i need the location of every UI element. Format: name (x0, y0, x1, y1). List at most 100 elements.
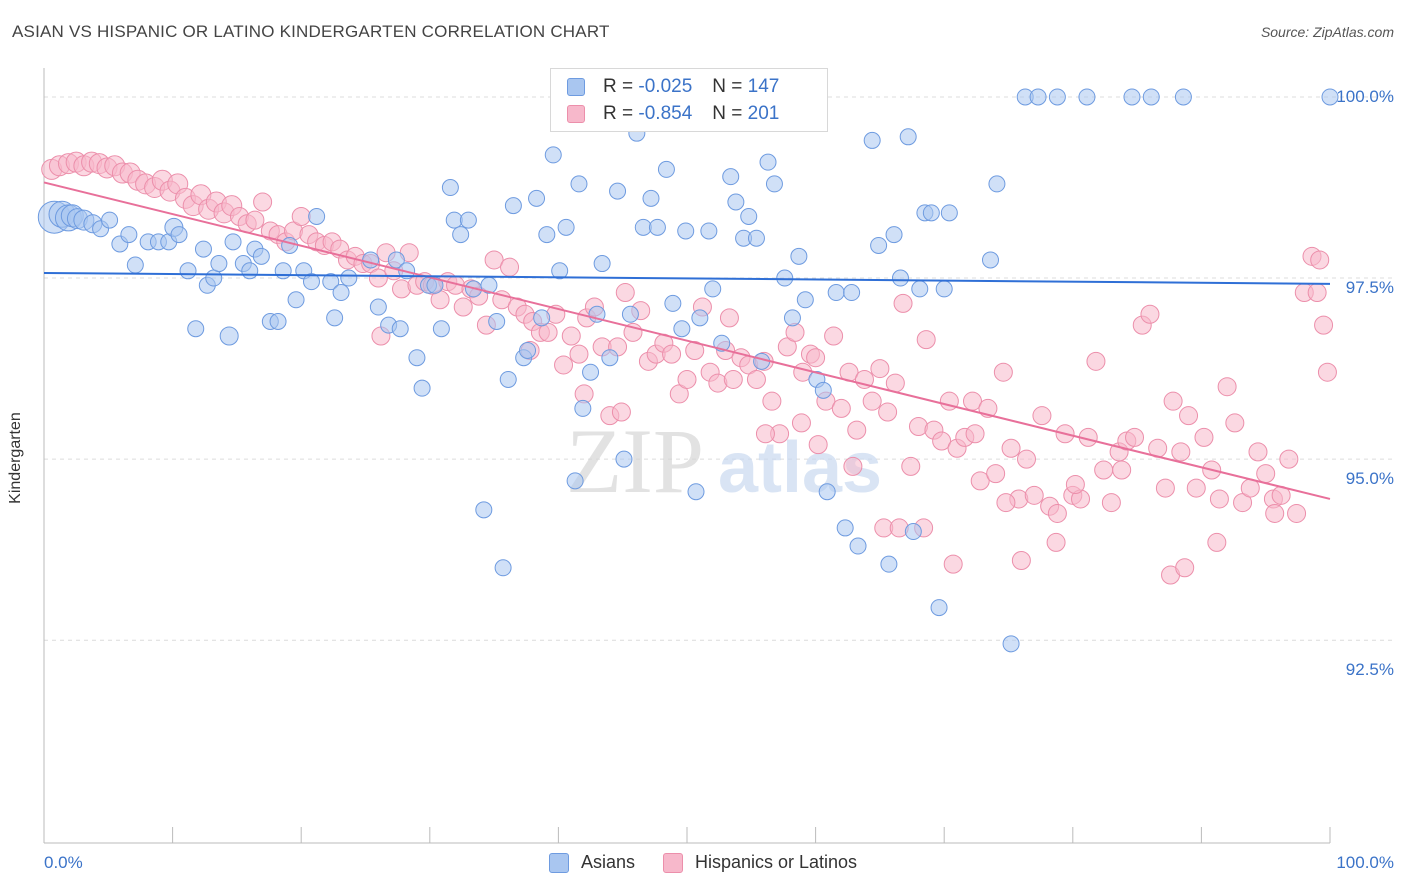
hispanic-point (1248, 442, 1268, 462)
hispanic-point (1171, 442, 1191, 462)
asian-point (691, 309, 709, 327)
hispanic-swatch-icon (567, 105, 585, 123)
asian-point (648, 218, 666, 236)
asian-point (504, 197, 522, 215)
hispanic-point (611, 402, 631, 422)
hispanic-point (1317, 362, 1337, 382)
asian-point (308, 207, 326, 225)
hispanic-point (996, 493, 1016, 513)
hispanic-point (245, 210, 265, 230)
stats-row-asian: R = -0.025 N = 147 (567, 75, 779, 99)
asian-point (302, 273, 320, 291)
asian-point (1029, 88, 1047, 106)
asian-point (870, 236, 888, 254)
asian-point (340, 269, 358, 287)
asian-point (981, 251, 999, 269)
asian-legend-icon (548, 852, 569, 873)
asian-point (224, 233, 242, 251)
trend-lines (43, 181, 1331, 500)
hispanic-point (1207, 532, 1227, 552)
hispanic-point (847, 420, 867, 440)
asian-point (205, 269, 223, 287)
hispanic-point (1017, 449, 1037, 469)
asian-point (790, 247, 808, 265)
asian-point (836, 519, 854, 537)
hispanic-r-value: -0.854 (638, 103, 693, 124)
asian-point (634, 218, 652, 236)
hispanic-point (1314, 315, 1334, 335)
asian-point (727, 193, 745, 211)
hispanic-point (746, 369, 766, 389)
hispanic-point (1265, 503, 1285, 523)
asian-point (544, 146, 562, 164)
asian-point (827, 284, 845, 302)
asian-point (704, 280, 722, 298)
asian-point (593, 255, 611, 273)
asian-point (988, 175, 1006, 193)
hispanic-point (901, 456, 921, 476)
asian-point (796, 291, 814, 309)
hispanic-point (253, 192, 273, 212)
asian-point (274, 262, 292, 280)
asian-point (940, 204, 958, 222)
hispanic-point (685, 340, 705, 360)
asian-point (533, 309, 551, 327)
hispanic-point (1047, 503, 1067, 523)
asian-point (287, 291, 305, 309)
hispanic-point (484, 250, 504, 270)
legend-label-asian: Asians (580, 852, 635, 872)
asian-point (1142, 88, 1160, 106)
source-label: Source: ZipAtlas.com (1260, 24, 1394, 40)
hispanic-point (1225, 413, 1245, 433)
hispanic-point (755, 424, 775, 444)
hispanic-point (1307, 283, 1327, 303)
hispanic-point (1310, 250, 1330, 270)
asian-point (601, 349, 619, 367)
asian-point (922, 204, 940, 222)
asian-point (269, 313, 287, 331)
asian-r-label: R = (603, 76, 634, 97)
hispanic-n-label: N = (712, 103, 743, 124)
hispanic-point (965, 424, 985, 444)
asian-n-label: N = (712, 76, 743, 97)
asian-point (722, 168, 740, 186)
asian-point (408, 349, 426, 367)
y-tick-label-92-5: 92.5% (1345, 660, 1394, 679)
asian-point (642, 189, 660, 207)
hispanic-point (831, 398, 851, 418)
watermark-zip: ZIP (566, 410, 704, 512)
asian-point (664, 294, 682, 312)
hispanic-point (1163, 391, 1183, 411)
legend-item-asian[interactable]: Asians (548, 852, 635, 873)
hispanic-point (1011, 551, 1031, 571)
hispanic-point (986, 464, 1006, 484)
hispanic-point (561, 326, 581, 346)
asian-point (426, 276, 444, 294)
hispanic-point (1287, 503, 1307, 523)
asian-point (387, 251, 405, 269)
asian-point (765, 175, 783, 193)
hispanic-point (1086, 351, 1106, 371)
asian-point (849, 537, 867, 555)
hispanic-point (916, 330, 936, 350)
x-tick-label-min: 0.0% (44, 853, 83, 872)
hispanic-point (1101, 493, 1121, 513)
hispanic-point (1112, 460, 1132, 480)
legend-item-hispanic[interactable]: Hispanics or Latinos (662, 852, 857, 873)
hispanic-point (1217, 377, 1237, 397)
asian-point (1002, 635, 1020, 653)
hispanic-point (708, 373, 728, 393)
stats-row-hispanic: R = -0.854 N = 201 (567, 102, 779, 126)
asian-point (179, 262, 197, 280)
asian-point (126, 256, 144, 274)
asian-point (621, 305, 639, 323)
x-tick-label-max: 100.0% (1336, 853, 1394, 872)
hispanic-trend-line (43, 181, 1331, 500)
asian-point (538, 226, 556, 244)
asian-point (281, 236, 299, 254)
hispanic-point (662, 344, 682, 364)
asian-point (1321, 88, 1339, 106)
y-tick-label-100: 100.0% (1336, 87, 1394, 106)
hispanic-point (723, 369, 743, 389)
